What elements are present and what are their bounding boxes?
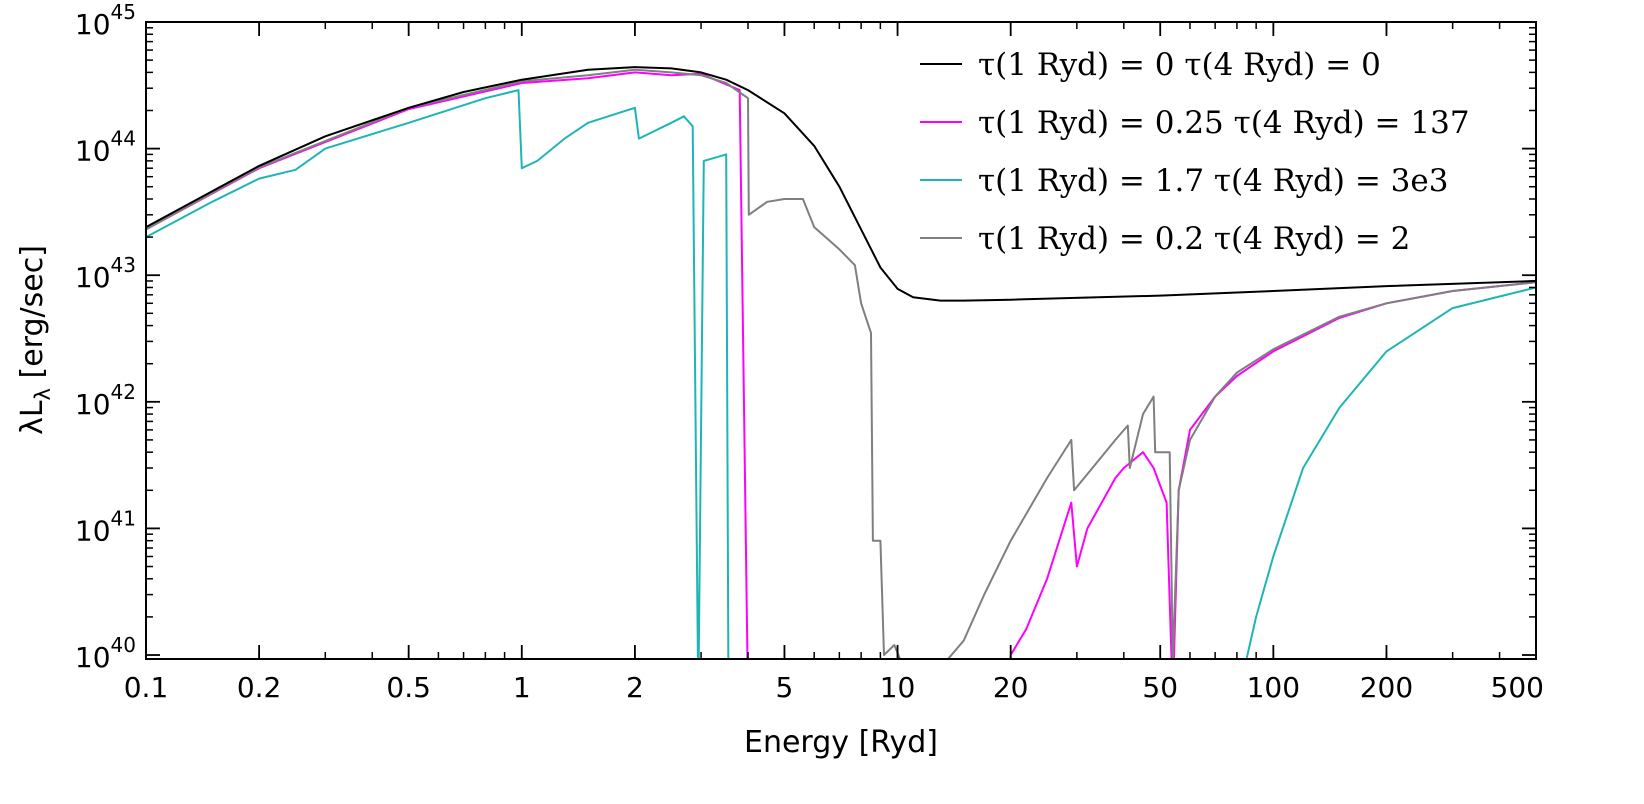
y-tick-label: 1040 xyxy=(75,633,136,674)
x-tick-label: 100 xyxy=(1247,671,1300,704)
series-line-3 xyxy=(146,89,1536,659)
legend-label: τ(1 Ryd) = 0.25 τ(4 Ryd) = 137 xyxy=(978,105,1470,141)
x-tick-label: 0.5 xyxy=(386,671,431,704)
x-tick-label: 200 xyxy=(1360,671,1413,704)
x-tick-label: 1 xyxy=(513,671,531,704)
x-axis-title: Energy [Ryd] xyxy=(744,725,938,760)
y-tick-label: 1044 xyxy=(75,127,136,168)
x-tick-label: 0.2 xyxy=(237,671,282,704)
x-tick-label: 5 xyxy=(776,671,794,704)
legend-label: τ(1 Ryd) = 1.7 τ(4 Ryd) = 3e3 xyxy=(978,163,1448,199)
x-tick-label: 20 xyxy=(993,671,1029,704)
y-tick-label: 1043 xyxy=(75,253,136,294)
plot-frame xyxy=(145,21,1537,660)
series-line-1 xyxy=(146,66,1536,302)
x-tick-label: 0.1 xyxy=(124,671,169,704)
series-line-2 xyxy=(146,71,1536,659)
series-layer xyxy=(146,66,1536,659)
x-axis: 0.1 0.2 0.5 1 2 5 10 20 50 100 200 500 xyxy=(124,22,1544,704)
x-tick-label: 50 xyxy=(1142,671,1178,704)
y-tick-label: 1045 xyxy=(75,0,136,41)
legend: τ(1 Ryd) = 0 τ(4 Ryd) = 0 τ(1 Ryd) = 0.25… xyxy=(920,47,1470,257)
x-tick-label: 2 xyxy=(626,671,644,704)
legend-label: τ(1 Ryd) = 0 τ(4 Ryd) = 0 xyxy=(978,47,1381,83)
x-tick-label: 500 xyxy=(1491,671,1544,704)
legend-label: τ(1 Ryd) = 0.2 τ(4 Ryd) = 2 xyxy=(978,221,1410,257)
y-tick-label: 1041 xyxy=(75,506,136,547)
y-tick-label: 1042 xyxy=(75,380,136,421)
series-line-4 xyxy=(146,68,1536,659)
y-axis-title: λLλ [erg/sec] xyxy=(15,245,55,435)
x-tick-label: 10 xyxy=(880,671,916,704)
y-axis: 1040 1041 1042 1043 1044 1045 xyxy=(75,0,1536,674)
